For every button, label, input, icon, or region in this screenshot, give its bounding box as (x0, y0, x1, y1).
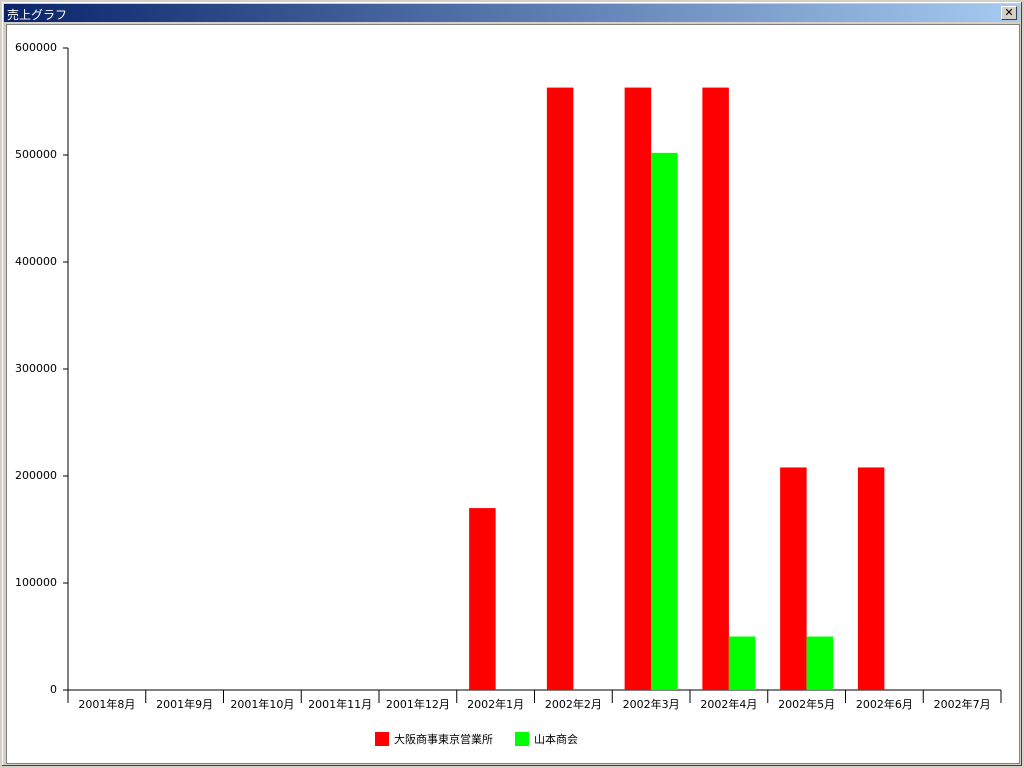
y-tick-label: 500000 (15, 148, 57, 161)
bar (780, 467, 807, 690)
x-tick-label: 2001年10月 (230, 697, 294, 711)
client-area (6, 24, 1020, 764)
close-button[interactable]: ✕ (1001, 6, 1017, 20)
y-tick-label: 600000 (15, 41, 57, 54)
x-tick-label: 2001年11月 (308, 697, 372, 711)
y-tick-label: 100000 (15, 576, 57, 589)
y-tick-label: 0 (50, 683, 57, 696)
bar (857, 467, 885, 690)
y-tick-label: 300000 (15, 362, 57, 375)
x-tick-label: 2001年12月 (386, 697, 450, 711)
x-tick-label: 2002年5月 (778, 697, 835, 711)
legend-label: 大阪商事東京営業所 (394, 732, 493, 746)
bar (728, 636, 756, 690)
legend-swatch (515, 732, 529, 746)
x-tick-label: 2002年4月 (700, 697, 757, 711)
bar (702, 87, 729, 691)
bar (469, 508, 496, 690)
x-tick-label: 2002年7月 (934, 697, 991, 711)
x-tick-label: 2002年2月 (545, 697, 602, 711)
x-tick-label: 2002年3月 (623, 697, 680, 711)
bar (546, 87, 574, 691)
bar (806, 636, 834, 690)
y-tick-label: 200000 (15, 469, 57, 482)
x-tick-label: 2001年9月 (156, 697, 213, 711)
y-tick-label: 400000 (15, 255, 57, 268)
legend-label: 山本商会 (534, 732, 578, 746)
x-tick-label: 2002年6月 (856, 697, 913, 711)
bar (624, 87, 652, 691)
bar (651, 152, 678, 691)
x-tick-label: 2001年8月 (78, 697, 135, 711)
legend-swatch (375, 732, 389, 746)
title-bar: 売上グラフ ✕ (4, 4, 1020, 22)
window-title: 売上グラフ (7, 8, 68, 22)
x-tick-label: 2002年1月 (467, 697, 524, 711)
